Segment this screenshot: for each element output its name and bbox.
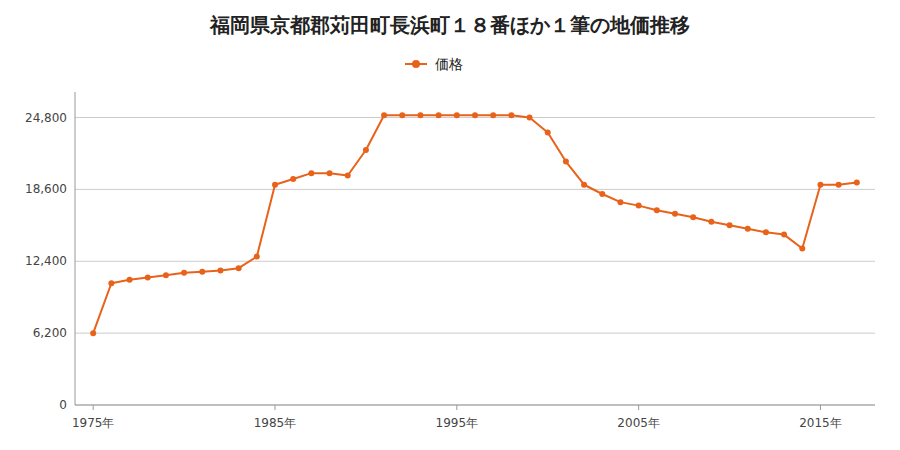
x-axis-line xyxy=(75,405,875,406)
x-tick-label: 1975年 xyxy=(72,416,115,430)
x-tick-label: 1985年 xyxy=(254,416,297,430)
y-tick-label: 6,200 xyxy=(33,326,67,340)
point xyxy=(436,112,442,118)
point xyxy=(599,191,605,197)
x-tick xyxy=(638,405,639,410)
chart: 福岡県京都郡苅田町長浜町１８番ほか１筆の地価推移 0 6,200 12,400 18,6… xyxy=(0,0,900,450)
point xyxy=(654,207,660,213)
point xyxy=(199,269,205,275)
y-tick-label: 0 xyxy=(59,398,67,412)
x-tick-label: 2005年 xyxy=(617,416,660,430)
y-axis-line xyxy=(75,92,76,405)
legend-marker xyxy=(412,60,420,68)
point xyxy=(708,219,714,225)
y-tick-label: 12,400 xyxy=(25,254,67,268)
point xyxy=(672,211,678,217)
point xyxy=(581,182,587,188)
x-tick xyxy=(820,405,821,410)
legend: 価格 xyxy=(405,56,463,72)
grid xyxy=(75,118,875,405)
line xyxy=(93,115,857,333)
title: 福岡県京都郡苅田町長浜町１８番ほか１筆の地価推移 xyxy=(209,13,690,37)
point xyxy=(236,265,242,271)
x-tick xyxy=(93,405,94,410)
grid-line xyxy=(75,333,875,334)
point xyxy=(327,170,333,176)
point xyxy=(108,280,114,286)
point xyxy=(127,277,133,283)
point xyxy=(690,214,696,220)
point xyxy=(181,270,187,276)
point xyxy=(272,182,278,188)
point xyxy=(308,170,314,176)
point xyxy=(617,199,623,205)
point xyxy=(745,226,751,232)
point xyxy=(472,112,478,118)
y-tick-label: 24,800 xyxy=(25,111,67,125)
point xyxy=(417,112,423,118)
point xyxy=(381,112,387,118)
point xyxy=(363,147,369,153)
point xyxy=(145,274,151,280)
x-tick xyxy=(456,405,457,410)
point xyxy=(454,112,460,118)
point xyxy=(490,112,496,118)
point xyxy=(290,176,296,182)
legend-label: 価格 xyxy=(435,56,463,72)
x-tick xyxy=(275,405,276,410)
plot-area xyxy=(90,112,860,336)
point xyxy=(217,268,223,274)
point xyxy=(836,182,842,188)
x-tick-label: 1995年 xyxy=(436,416,479,430)
point xyxy=(545,130,551,136)
point xyxy=(399,112,405,118)
point xyxy=(527,115,533,121)
point xyxy=(763,229,769,235)
point xyxy=(854,179,860,185)
point xyxy=(817,182,823,188)
point xyxy=(799,246,805,252)
point xyxy=(163,272,169,278)
grid-line xyxy=(75,261,875,262)
point xyxy=(727,222,733,228)
point xyxy=(636,203,642,209)
point xyxy=(345,172,351,178)
point xyxy=(254,254,260,260)
point xyxy=(90,330,96,336)
point xyxy=(781,232,787,238)
y-tick-label: 18,600 xyxy=(25,182,67,196)
grid-line xyxy=(75,405,875,406)
x-tick-label: 2015年 xyxy=(799,416,842,430)
grid-line xyxy=(75,189,875,190)
point xyxy=(563,159,569,165)
point xyxy=(508,112,514,118)
